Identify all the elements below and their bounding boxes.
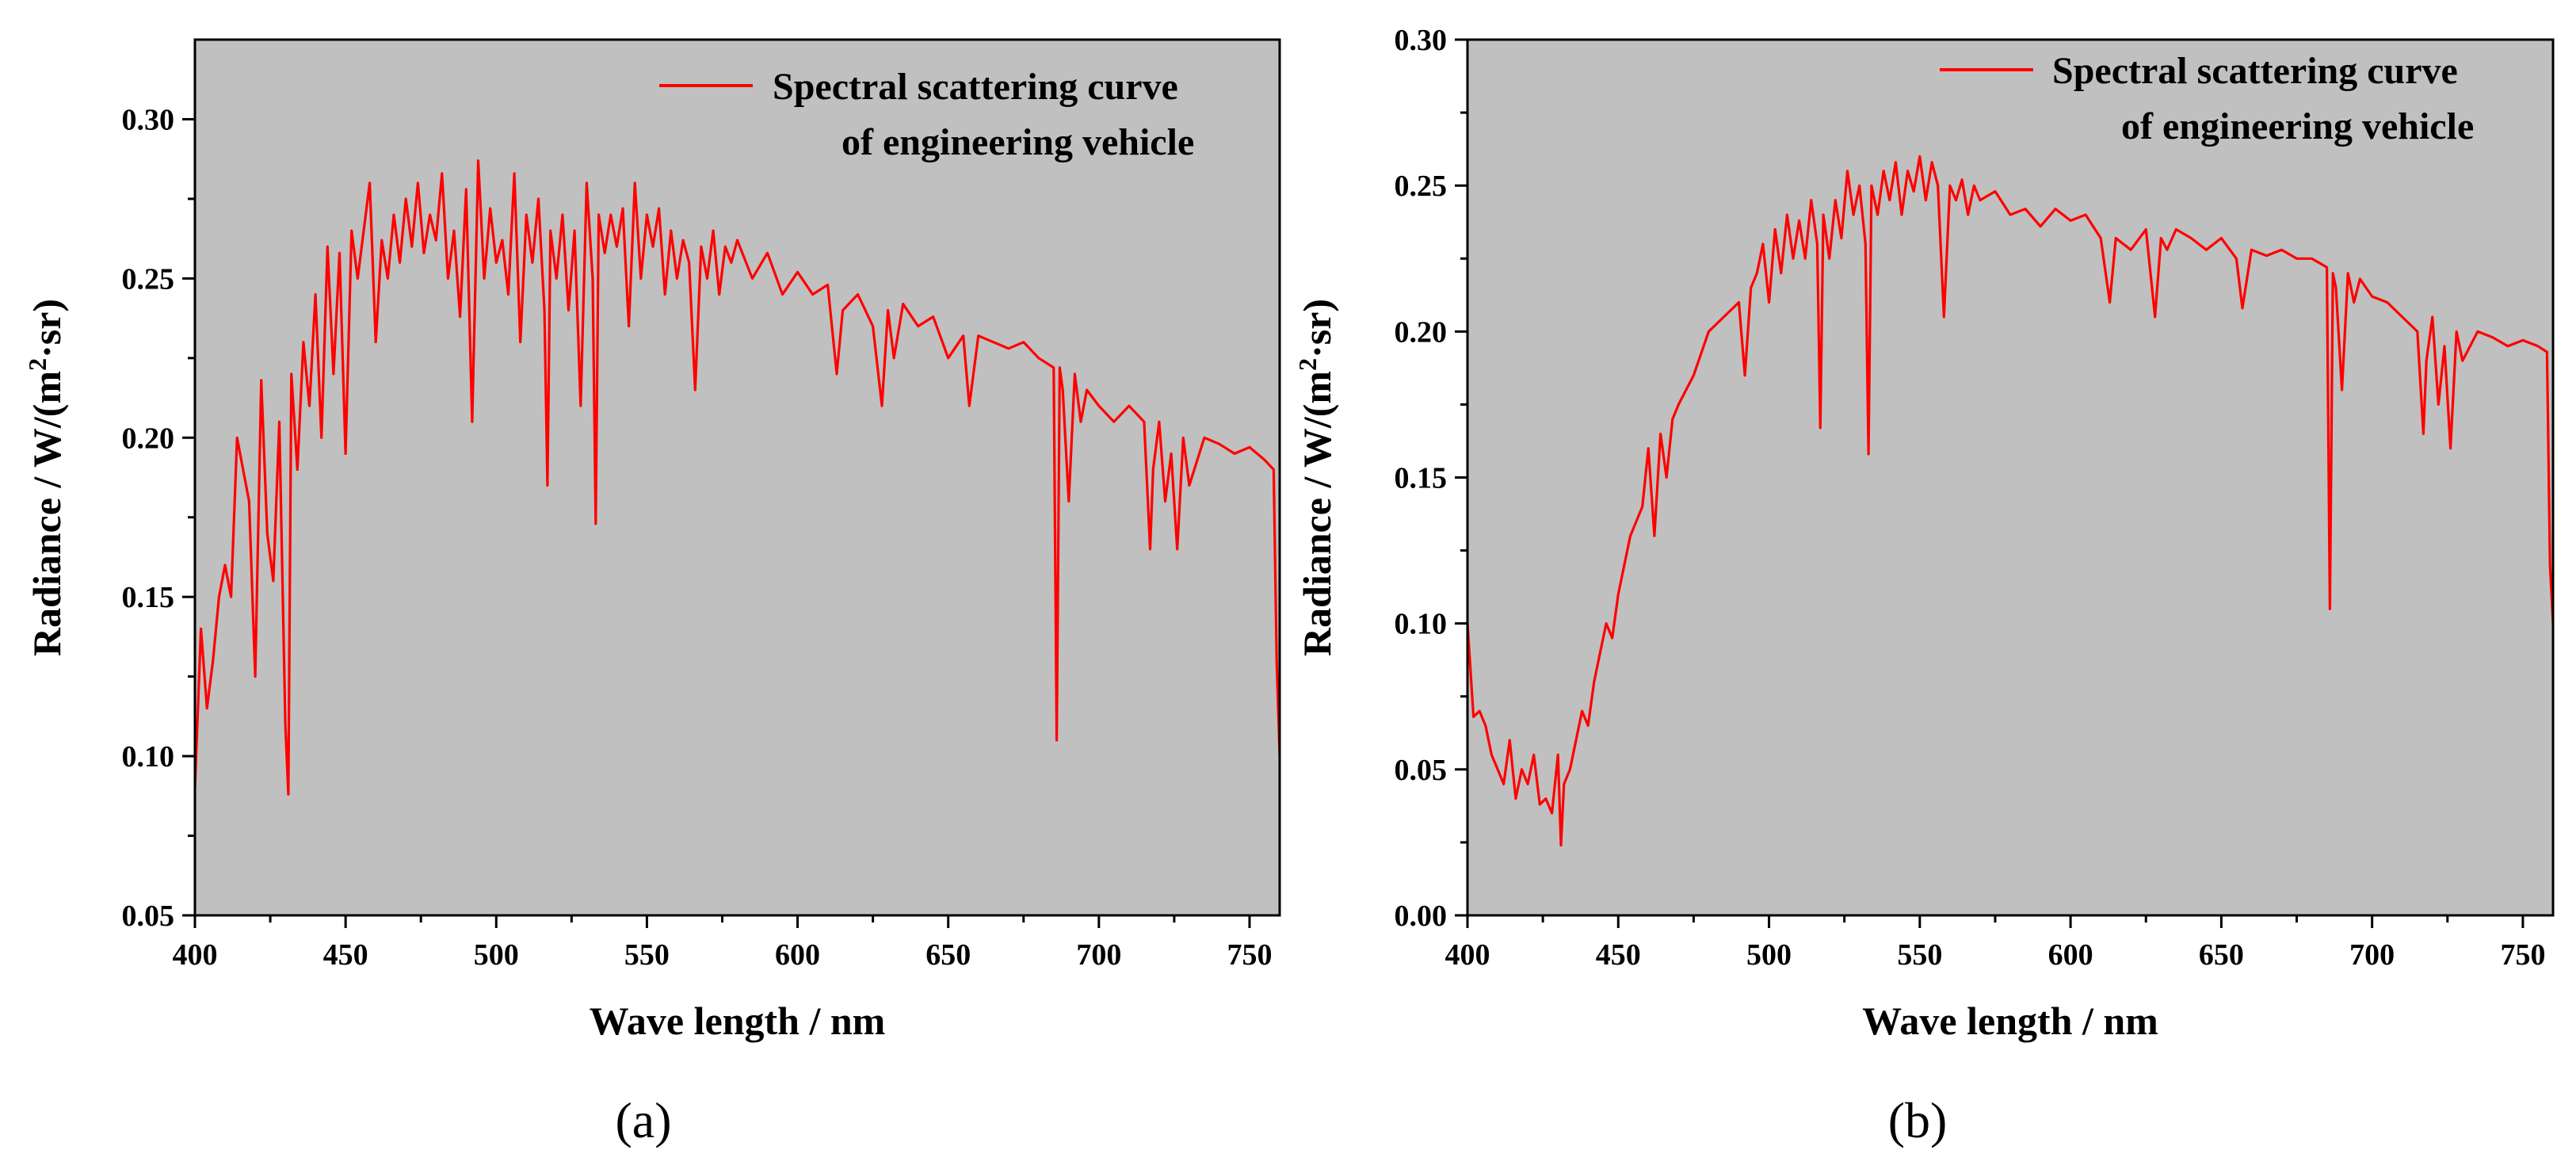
x-axis-title: Wave length / nm [590,999,886,1043]
x-tick-label: 750 [2500,938,2545,972]
y-tick-label: 0.15 [122,581,175,614]
chart-panel-a: 400 450 500 550 600 650 700 750 0.05 0.10 0.15 0.20… [23,38,1281,1148]
series-line [195,159,1280,796]
x-tick-label: 550 [1897,938,1942,972]
legend-label-line2: of engineering vehicle [2121,105,2474,147]
x-axis-title: Wave length / nm [1862,999,2158,1043]
x-tick-label: 700 [1076,938,1121,972]
plot-area [1467,40,2553,915]
y-axis-title: Radiance / W/(m2·sr) [23,299,69,656]
y-axis-title-superscript: 2 [1293,358,1322,371]
series-line [1467,155,2553,847]
legend-label-line2: of engineering vehicle [841,121,1194,163]
plot-area [195,40,1280,915]
y-axis-title-tail: ·sr) [1295,299,1339,358]
axes-frame [193,38,1281,917]
y-axis-title-main: Radiance / W/(m [1295,371,1339,656]
x-tick-label: 400 [1445,938,1490,972]
y-tick-label: 0.10 [122,740,175,773]
x-tick-label: 650 [2199,938,2244,972]
x-tick-label: 700 [2349,938,2395,972]
panel-label: (a) [615,1092,671,1148]
legend-label-line1: Spectral scattering curve [2052,50,2458,92]
y-axis-title: Radiance / W/(m2·sr) [1293,299,1339,656]
y-tick-label: 0.00 [1395,900,1448,933]
x-tick-label: 450 [1596,938,1641,972]
y-tick-label: 0.10 [1395,608,1448,641]
x-tick-label: 600 [2048,938,2093,972]
x-tick-label: 500 [1746,938,1792,972]
y-tick-label: 0.20 [1395,315,1448,349]
x-tick-label: 450 [323,938,368,972]
chart-panel-b: 400 450 500 550 600 650 700 750 0.00 0.05 0.10 0.15… [1293,24,2555,1148]
y-tick-label: 0.25 [1395,170,1448,203]
panel-label: (b) [1888,1092,1948,1148]
y-tick-label: 0.30 [1395,24,1448,57]
y-tick-label: 0.15 [1395,462,1448,495]
y-axis-title-superscript: 2 [23,358,52,371]
y-axis-title-main: Radiance / W/(m [25,371,69,656]
y-tick-label: 0.20 [122,422,175,455]
y-tick-label: 0.05 [1395,754,1448,787]
x-tick-label: 500 [474,938,519,972]
x-tick-label: 400 [173,938,218,972]
y-tick-label: 0.30 [122,103,175,136]
y-axis-title-tail: ·sr) [25,299,69,358]
x-tick-label: 650 [925,938,971,972]
x-tick-label: 600 [775,938,820,972]
x-tick-label: 750 [1227,938,1272,972]
y-tick-label: 0.25 [122,262,175,296]
x-tick-label: 550 [624,938,670,972]
legend-label-line1: Spectral scattering curve [773,66,1178,108]
y-tick-label: 0.05 [122,900,175,933]
